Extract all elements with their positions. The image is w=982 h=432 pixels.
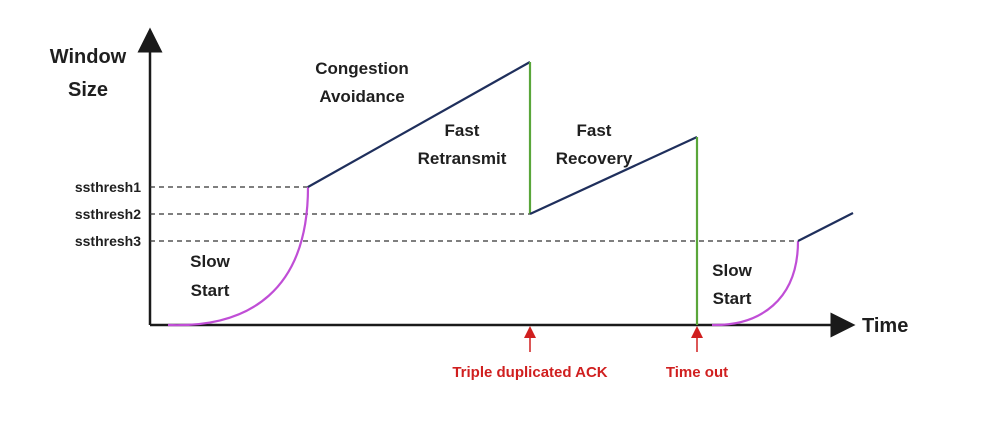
y-axis-title-line1: Window bbox=[50, 46, 127, 68]
fast-recovery-line bbox=[529, 136, 698, 215]
congestion-avoidance-label-line2: Avoidance bbox=[319, 87, 404, 106]
time-out-label: Time out bbox=[666, 364, 728, 381]
slow-start-1-label-line2: Start bbox=[191, 281, 230, 300]
congestion-avoidance-label-line1: Congestion bbox=[315, 59, 409, 78]
slow-start-2-label-line1: Slow bbox=[712, 261, 752, 280]
ssthresh3-label: ssthresh3 bbox=[75, 233, 141, 249]
slow-start-1-label-line1: Slow bbox=[190, 252, 230, 271]
congestion-avoidance-line bbox=[307, 61, 531, 188]
slow-start-curve-1 bbox=[167, 186, 310, 327]
slow-start-2-label-line2: Start bbox=[713, 289, 752, 308]
ssthresh2-label: ssthresh2 bbox=[75, 206, 141, 222]
x-axis-title: Time bbox=[862, 315, 908, 337]
fast-retransmit-label-line2: Retransmit bbox=[418, 149, 507, 168]
fast-recovery-label-line1: Fast bbox=[577, 121, 612, 140]
final-growth-line bbox=[797, 212, 854, 242]
fast-recovery-label-line2: Recovery bbox=[556, 149, 633, 168]
y-axis-title-line2: Size bbox=[68, 79, 108, 101]
triple-dup-ack-label: Triple duplicated ACK bbox=[452, 364, 607, 381]
fast-retransmit-label-line1: Fast bbox=[445, 121, 480, 140]
slow-start-curve-2 bbox=[711, 240, 800, 327]
ssthresh1-label: ssthresh1 bbox=[75, 179, 141, 195]
